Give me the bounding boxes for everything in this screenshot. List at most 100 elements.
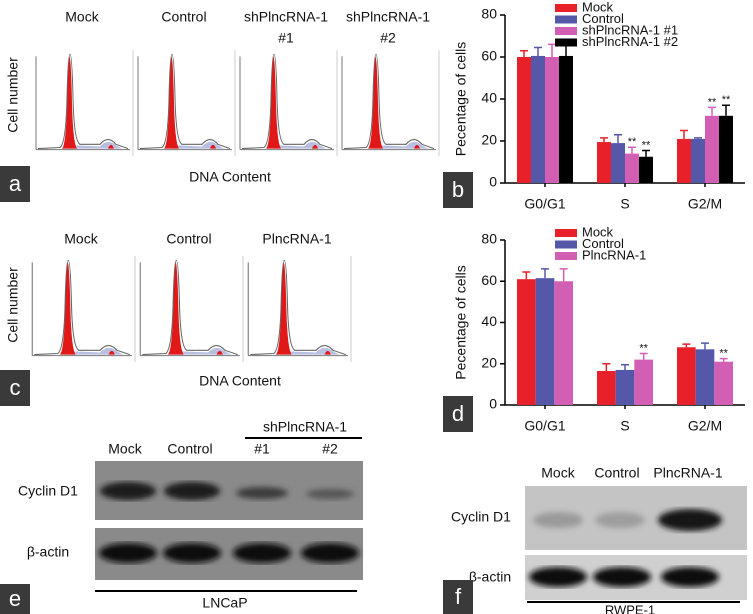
significance: ** <box>708 96 717 108</box>
panel-letter: b <box>452 177 464 202</box>
y-tick-label: 40 <box>481 90 497 106</box>
y-tick-label: 20 <box>481 132 497 148</box>
panel-letter: a <box>9 171 22 196</box>
error-bar <box>682 343 691 348</box>
histogram <box>31 259 133 357</box>
significance: ** <box>719 348 728 360</box>
significance: ** <box>639 342 648 354</box>
bar <box>554 281 573 405</box>
y-tick-label: 80 <box>481 231 497 247</box>
column-label: PlncRNA-1 <box>262 231 331 247</box>
x-tick-label: G2/M <box>688 418 722 434</box>
blot-bands <box>533 509 722 531</box>
x-tick-label: G0/G1 <box>524 196 565 212</box>
bar <box>517 279 536 405</box>
legend-label: Control <box>582 11 624 26</box>
y-axis-label: Pecentage of cells <box>453 42 469 156</box>
error-bar <box>522 271 531 280</box>
error-bar <box>600 137 608 143</box>
lane-label: PlncRNA-1 <box>653 465 722 481</box>
y-tick-label: 0 <box>489 396 497 412</box>
bar <box>714 361 733 405</box>
panel-letter-box <box>443 172 473 208</box>
row-label: Cyclin D1 <box>451 509 511 525</box>
row-label: β-actin <box>27 544 69 560</box>
error-bar <box>719 357 728 362</box>
legend-label: shPlncRNA-1 #2 <box>582 34 678 49</box>
row-label: β-actin <box>469 569 511 585</box>
legend-swatch <box>555 252 577 260</box>
panel-letter: e <box>9 586 21 611</box>
blot-bands <box>99 543 359 563</box>
legend-label: shPlncRNA-1 #1 <box>582 22 678 37</box>
panel-letter: d <box>452 401 464 426</box>
y-tick-label: 60 <box>481 272 497 288</box>
legend-swatch <box>555 27 577 35</box>
error-bar <box>680 129 688 139</box>
legend-label: Mock <box>582 0 614 14</box>
bar <box>695 349 715 405</box>
bar <box>615 369 635 405</box>
error-bar <box>708 106 716 116</box>
error-bar <box>722 104 730 116</box>
panel-letter: f <box>455 584 462 609</box>
column-label: shPlncRNA-1 <box>346 9 430 25</box>
significance: ** <box>628 136 637 148</box>
column-label: #1 <box>278 30 294 46</box>
y-axis-label: Cell number <box>5 57 21 133</box>
error-bar <box>562 44 570 56</box>
y-tick-label: 0 <box>489 174 497 190</box>
x-tick-label: S <box>620 196 629 212</box>
panel-letter-box <box>0 370 30 406</box>
bar <box>705 115 719 183</box>
y-tick-label: 80 <box>481 6 497 22</box>
error-bar <box>639 352 648 360</box>
bar <box>625 153 639 183</box>
legend-label: Control <box>582 236 624 251</box>
panel-letter-box <box>0 584 30 614</box>
histogram <box>35 53 131 151</box>
error-bar <box>520 49 528 57</box>
column-label: Control <box>166 231 211 247</box>
legend-swatch <box>555 240 577 249</box>
legend-swatch <box>555 38 577 47</box>
lane-label: Mock <box>541 465 575 481</box>
bar <box>517 57 531 183</box>
error-bar <box>548 43 556 57</box>
bar <box>691 138 705 183</box>
x-tick-label: G2/M <box>688 196 722 212</box>
histogram <box>341 53 437 151</box>
error-bar <box>701 342 709 350</box>
significance: ** <box>722 94 731 106</box>
row-label: Cyclin D1 <box>18 483 78 499</box>
panel-letter-box <box>443 396 473 432</box>
column-label: Mock <box>64 231 98 247</box>
bar <box>639 156 653 183</box>
legend-label: Mock <box>582 224 614 239</box>
x-tick-label: S <box>620 418 629 434</box>
error-bar <box>694 137 702 139</box>
bar <box>719 115 733 183</box>
x-axis-label: DNA Content <box>189 169 271 185</box>
column-label: #2 <box>380 30 396 46</box>
error-bar <box>642 149 650 157</box>
panel-letter-box <box>0 166 30 202</box>
bar <box>611 143 625 183</box>
group-label: shPlncRNA-1 <box>263 419 347 435</box>
error-bar <box>614 133 622 144</box>
column-label: shPlncRNA-1 <box>244 9 328 25</box>
column-label: Mock <box>65 9 99 25</box>
lane-label: Mock <box>108 441 142 457</box>
bar <box>677 347 696 405</box>
panel-letter: c <box>10 375 21 400</box>
y-axis-label: Cell number <box>5 267 21 343</box>
histogram <box>247 259 349 357</box>
error-bar <box>559 268 568 282</box>
y-tick-label: 20 <box>481 354 497 370</box>
panel-letter-box <box>443 580 473 614</box>
column-label: Control <box>161 9 206 25</box>
error-bar <box>534 46 542 56</box>
x-tick-label: G0/G1 <box>524 418 565 434</box>
error-bar <box>621 364 629 370</box>
bar <box>535 278 555 405</box>
